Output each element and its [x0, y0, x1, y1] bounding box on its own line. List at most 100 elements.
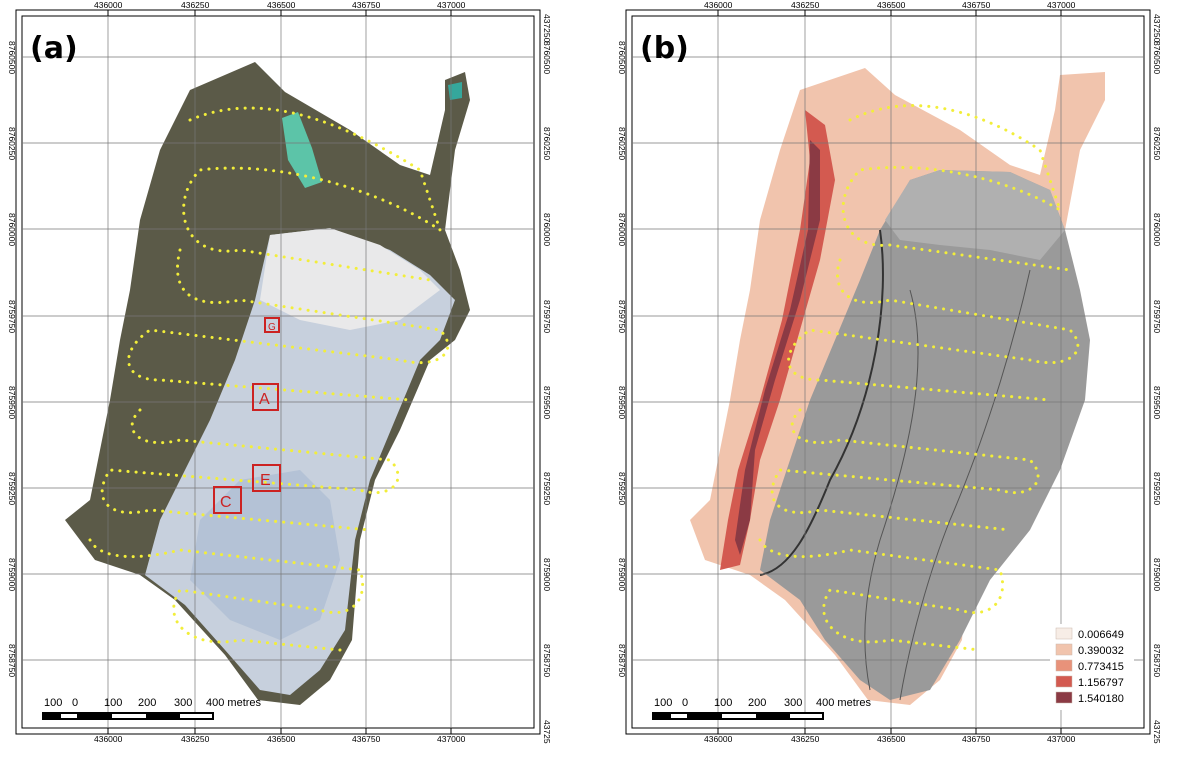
top-tick-label: 436500: [267, 0, 296, 10]
left-tick-label: 8759750: [617, 300, 627, 333]
scale-label: 200: [748, 697, 766, 709]
panel-a: G A E C (a) 436000 436250 436500 436750 4370…: [0, 0, 582, 744]
bottom-tick-label: 436000: [94, 734, 123, 744]
left-tick-label: 8758750: [7, 644, 17, 677]
legend-swatch: [1055, 627, 1073, 640]
corner-label-top-a: 437250: [542, 14, 552, 43]
flowline-1: [864, 289, 919, 691]
scale-bar-b: 100 0 100 200 300 400 metres: [652, 697, 872, 720]
bottom-tick-label: 437000: [1047, 734, 1076, 744]
right-tick-label: 8758750: [542, 644, 552, 677]
right-tick-label: 8759250: [1152, 472, 1162, 505]
right-tick-label: 8759750: [542, 300, 552, 333]
right-tick-labels-b: 8760500 8760250 8760000 8759750 8759500 87592…: [1152, 41, 1162, 677]
grid-a: [22, 16, 534, 728]
bottom-tick-label: 436250: [181, 734, 210, 744]
lake-small: [448, 82, 462, 100]
map-a: G A E C (a) 436000 436250 436500 436750 4370…: [7, 0, 552, 744]
left-tick-label: 8759000: [617, 558, 627, 591]
right-tick-label: 8759500: [1152, 386, 1162, 419]
scale-bar-a: 100 0 100 200 300 400 metres: [42, 697, 262, 720]
hillshade-upper: [885, 170, 1065, 260]
right-tick-label: 8759000: [542, 558, 552, 591]
bottom-tick-label: 436750: [962, 734, 991, 744]
map-b: (b) 436000 436250 436500 436750 437000 43600…: [617, 0, 1162, 744]
sample-boxes: [213, 317, 281, 514]
top-tick-label: 436750: [962, 0, 991, 10]
left-tick-labels-b: 8760500 8760250 8760000 8759750 8759500 87592…: [617, 41, 627, 677]
right-tick-label: 8759500: [542, 386, 552, 419]
left-tick-label: 8759000: [7, 558, 17, 591]
corner-label-bottom-a: 437250: [542, 720, 552, 744]
scale-label: 400 metres: [816, 697, 872, 709]
left-tick-label: 8760250: [617, 127, 627, 160]
flowline-2: [899, 269, 1031, 701]
roughness-legend: 0.006649 0.390032 0.773415 1.156797 1.540180: [1050, 624, 1134, 710]
left-tick-label: 8760500: [7, 41, 17, 74]
right-tick-label: 8760250: [1152, 127, 1162, 160]
scale-label: 100: [714, 697, 732, 709]
top-tick-label: 436750: [352, 0, 381, 10]
scale-label: 100: [44, 697, 62, 709]
corner-label-top-b: 437250: [1152, 14, 1162, 43]
right-tick-label: 8760500: [542, 41, 552, 74]
right-tick-label: 8758750: [1152, 644, 1162, 677]
box-g: [264, 317, 280, 333]
right-tick-label: 8760000: [542, 213, 552, 246]
legend-label: 0.006649: [1078, 629, 1124, 641]
legend-swatch: [1055, 675, 1073, 688]
scale-label: 300: [784, 697, 802, 709]
upper-ice: [260, 228, 440, 330]
top-tick-label: 436250: [181, 0, 210, 10]
bottom-tick-label: 436500: [267, 734, 296, 744]
bottom-tick-labels-b: 436000 436250 436500 436750 437000: [704, 734, 1076, 744]
flight-tracks-a: [88, 106, 450, 652]
scale-label: 300: [174, 697, 192, 709]
bottom-tick-label: 436500: [877, 734, 906, 744]
top-tick-label: 437000: [1047, 0, 1076, 10]
grid-b: [632, 16, 1144, 728]
left-tick-label: 8758750: [617, 644, 627, 677]
top-tick-labels-a: 436000 436250 436500 436750 437000: [94, 0, 466, 10]
left-tick-label: 8759750: [7, 300, 17, 333]
right-tick-label: 8760000: [1152, 213, 1162, 246]
box-label-g: G: [268, 322, 276, 333]
left-tick-label: 8759250: [617, 472, 627, 505]
top-tick-label: 436000: [94, 0, 123, 10]
bottom-tick-label: 436250: [791, 734, 820, 744]
legend-label: 0.390032: [1078, 645, 1124, 657]
right-tick-label: 8759250: [542, 472, 552, 505]
flight-tracks-b: [758, 104, 1080, 652]
left-tick-label: 8759250: [7, 472, 17, 505]
scale-label: 400 metres: [206, 697, 262, 709]
scale-label: 200: [138, 697, 156, 709]
left-tick-label: 8760000: [7, 213, 17, 246]
crevasse-line: [759, 229, 884, 576]
box-e: [252, 464, 281, 492]
hillshade-glacier: [760, 170, 1090, 700]
frame-ticks-b: [717, 10, 1062, 734]
scale-label: 100: [654, 697, 672, 709]
box-label-a: A: [259, 391, 270, 408]
panel-label-b: (b): [640, 31, 689, 66]
left-tick-labels-a: 8760500 8760250 8760000 8759750 8759500 87592…: [7, 41, 17, 677]
right-tick-label: 8760500: [1152, 41, 1162, 74]
legend-label: 0.773415: [1078, 661, 1124, 673]
corner-label-bottom-b: 437250: [1152, 720, 1162, 744]
top-tick-label: 436500: [877, 0, 906, 10]
right-tick-label: 8759750: [1152, 300, 1162, 333]
legend-label: 1.540180: [1078, 693, 1124, 705]
lake-large: [282, 112, 322, 188]
scale-label: 0: [72, 697, 78, 709]
left-tick-label: 8759500: [617, 386, 627, 419]
bottom-tick-label: 437000: [437, 734, 466, 744]
scale-label: 0: [682, 697, 688, 709]
box-a: [252, 383, 279, 411]
top-tick-labels-b: 436000 436250 436500 436750 437000: [704, 0, 1076, 10]
right-tick-label: 8759000: [1152, 558, 1162, 591]
panel-b: (b) 436000 436250 436500 436750 437000 43600…: [610, 0, 1192, 744]
left-tick-label: 8760250: [7, 127, 17, 160]
legend-swatch: [1055, 691, 1073, 704]
box-label-c: C: [220, 494, 232, 511]
max-roughness: [735, 140, 820, 555]
